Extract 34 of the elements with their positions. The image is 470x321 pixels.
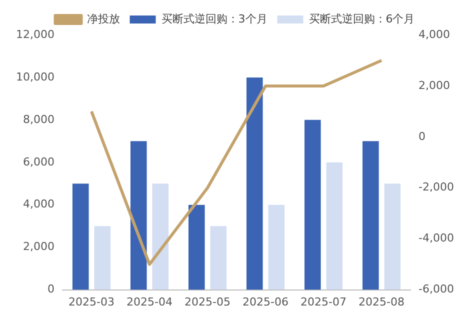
bar <box>304 120 321 290</box>
legend-label: 买断式逆回购：6个月 <box>308 12 415 26</box>
x-tick-label: 2025-04 <box>126 295 172 308</box>
y-tick-label: 0 <box>47 282 54 296</box>
bar <box>152 184 169 290</box>
y2-tick-label: -6,000 <box>418 282 454 296</box>
y2-tick-label: 2,000 <box>418 78 450 92</box>
y-tick-label: 8,000 <box>22 112 54 126</box>
legend-label: 净投放 <box>86 12 120 26</box>
y-tick-label: 10,000 <box>16 70 54 84</box>
y-tick-label: 4,000 <box>22 198 54 211</box>
y2-tick-label: -4,000 <box>418 232 454 245</box>
bar <box>384 184 401 290</box>
bar <box>362 141 379 290</box>
bar <box>188 204 205 290</box>
legend-label: 买断式逆回购：3个月 <box>161 12 268 26</box>
bar <box>210 226 227 290</box>
bar <box>326 162 343 290</box>
x-tick-label: 2025-08 <box>358 295 405 308</box>
y2-tick-label: 4,000 <box>418 28 450 41</box>
bar <box>94 226 111 290</box>
y2-tick-label: 0 <box>418 130 426 143</box>
bar <box>246 77 263 290</box>
y2-tick-label: -2,000 <box>418 180 454 194</box>
bar <box>130 141 147 290</box>
y-tick-label: 6,000 <box>22 155 54 168</box>
x-tick-label: 2025-03 <box>68 295 114 308</box>
bar <box>72 184 89 290</box>
y-tick-label: 12,000 <box>16 28 54 41</box>
x-tick-label: 2025-07 <box>300 295 347 308</box>
y-tick-label: 2,000 <box>22 240 54 254</box>
bar <box>268 204 285 290</box>
x-tick-label: 2025-05 <box>184 295 230 308</box>
x-tick-label: 2025-06 <box>242 295 289 308</box>
